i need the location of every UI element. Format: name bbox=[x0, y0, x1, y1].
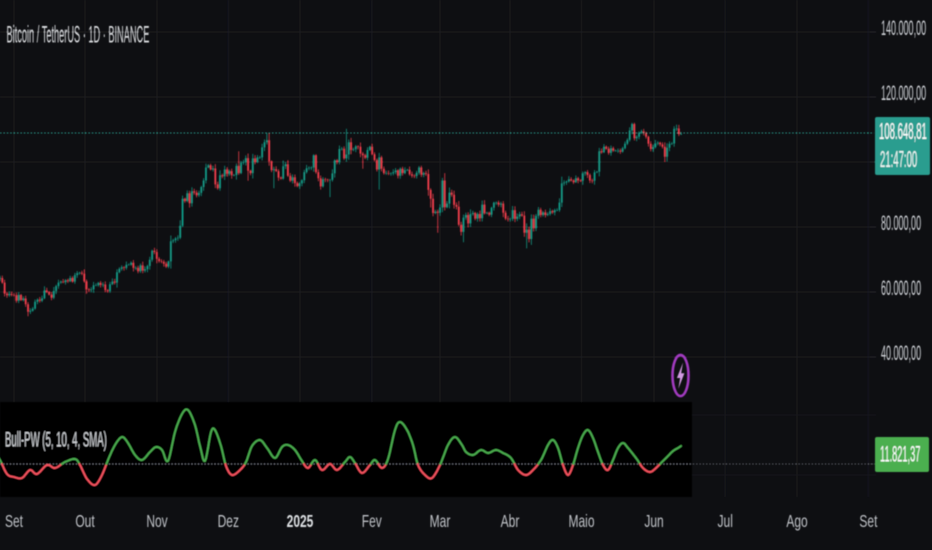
svg-text:11.821,37: 11.821,37 bbox=[880, 441, 920, 467]
svg-text:Mar: Mar bbox=[430, 512, 451, 532]
svg-text:Bitcoin / TetherUS · 1D · BINA: Bitcoin / TetherUS · 1D · BINANCE bbox=[7, 21, 150, 47]
svg-text:Out: Out bbox=[75, 512, 95, 532]
svg-text:Jun: Jun bbox=[644, 512, 663, 532]
svg-text:120.000,00: 120.000,00 bbox=[881, 82, 926, 105]
svg-text:21:47:00: 21:47:00 bbox=[880, 146, 917, 172]
svg-text:2025: 2025 bbox=[287, 512, 314, 532]
svg-text:Ago: Ago bbox=[786, 512, 807, 532]
svg-text:Bull-PW (5, 10, 4, SMA): Bull-PW (5, 10, 4, SMA) bbox=[5, 428, 107, 451]
svg-text:60.000,00: 60.000,00 bbox=[881, 277, 921, 300]
svg-text:Jul: Jul bbox=[718, 512, 733, 532]
svg-text:Set: Set bbox=[859, 512, 878, 532]
svg-text:Abr: Abr bbox=[501, 512, 520, 532]
svg-text:Set: Set bbox=[5, 512, 24, 532]
svg-text:Maio: Maio bbox=[569, 512, 595, 532]
svg-text:Dez: Dez bbox=[218, 512, 239, 532]
svg-text:Fev: Fev bbox=[362, 512, 382, 532]
svg-text:40.000,00: 40.000,00 bbox=[881, 342, 921, 365]
svg-text:140.000,00: 140.000,00 bbox=[881, 17, 926, 40]
svg-text:Nov: Nov bbox=[146, 512, 168, 532]
svg-text:108.648,81: 108.648,81 bbox=[879, 118, 927, 144]
svg-text:80.000,00: 80.000,00 bbox=[881, 212, 921, 235]
